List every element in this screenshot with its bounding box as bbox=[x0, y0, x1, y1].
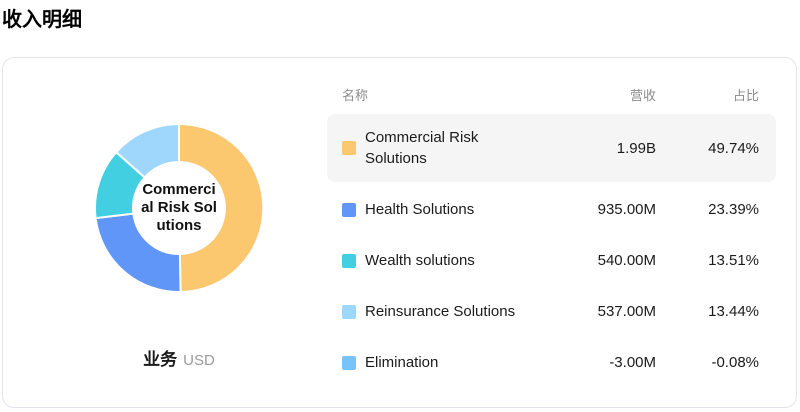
segment-share: 13.44% bbox=[708, 303, 759, 320]
header-name: 名称 bbox=[342, 87, 369, 103]
legend-table-header: 名称 营收 占比 bbox=[327, 83, 776, 105]
segment-share: 23.39% bbox=[708, 201, 759, 218]
segment-revenue: 537.00M bbox=[597, 303, 656, 320]
legend-row-health-solutions[interactable]: Health Solutions 935.00M 23.39% bbox=[327, 184, 776, 235]
donut-center-line: Commerci bbox=[142, 181, 216, 198]
segment-revenue: 540.00M bbox=[597, 252, 656, 269]
segment-share: 49.74% bbox=[708, 139, 759, 157]
segment-revenue: 935.00M bbox=[597, 201, 656, 218]
donut-segment-reinsurance-solutions[interactable] bbox=[114, 122, 180, 179]
legend-swatch bbox=[342, 355, 356, 370]
dimension-name: 业务 bbox=[143, 350, 178, 369]
segment-name: Health Solutions bbox=[365, 201, 475, 219]
legend-swatch bbox=[342, 304, 356, 319]
header-revenue: 营收 bbox=[629, 87, 656, 103]
legend-table: 名称 营收 占比 Commercial Risk Solutions 1.99B… bbox=[327, 83, 776, 388]
dimension-label: 业务 USD bbox=[93, 345, 265, 370]
donut-center-label: Commerci al Risk Sol utions bbox=[124, 181, 234, 235]
header-share: 占比 bbox=[732, 87, 759, 103]
segment-share: 13.51% bbox=[708, 252, 759, 269]
page-title: 收入明细 bbox=[2, 9, 82, 31]
legend-row-elimination[interactable]: Elimination -3.00M -0.08% bbox=[327, 337, 776, 388]
donut-segment-health-solutions[interactable] bbox=[94, 212, 182, 293]
donut-chart bbox=[94, 122, 265, 294]
donut-center-line: utions bbox=[156, 217, 202, 234]
segment-name: Elimination bbox=[365, 354, 439, 372]
segment-share: -0.08% bbox=[711, 354, 759, 371]
revenue-card: Commerci al Risk Sol utions 业务 USD 名称 营收 … bbox=[2, 57, 797, 408]
legend-row-reinsurance-solutions[interactable]: Reinsurance Solutions 537.00M 13.44% bbox=[327, 286, 776, 337]
currency-unit: USD bbox=[183, 352, 215, 369]
segment-revenue: -3.00M bbox=[609, 354, 656, 371]
legend-swatch bbox=[342, 202, 356, 217]
donut-segment-commercial-risk-solutions[interactable] bbox=[178, 122, 265, 294]
donut-chart-container: Commerci al Risk Sol utions bbox=[93, 122, 265, 294]
legend-swatch bbox=[342, 253, 356, 268]
legend-row-wealth-solutions[interactable]: Wealth solutions 540.00M 13.51% bbox=[327, 235, 776, 286]
segment-name: Commercial Risk Solutions bbox=[365, 129, 479, 167]
legend-row-commercial-risk-solutions[interactable]: Commercial Risk Solutions 1.99B 49.74% bbox=[327, 114, 776, 182]
segment-revenue: 1.99B bbox=[616, 139, 656, 157]
segment-name: Reinsurance Solutions bbox=[365, 303, 516, 321]
segment-name: Wealth solutions bbox=[365, 252, 475, 270]
legend-swatch bbox=[342, 141, 356, 155]
donut-center-line: al Risk Sol bbox=[141, 199, 217, 216]
